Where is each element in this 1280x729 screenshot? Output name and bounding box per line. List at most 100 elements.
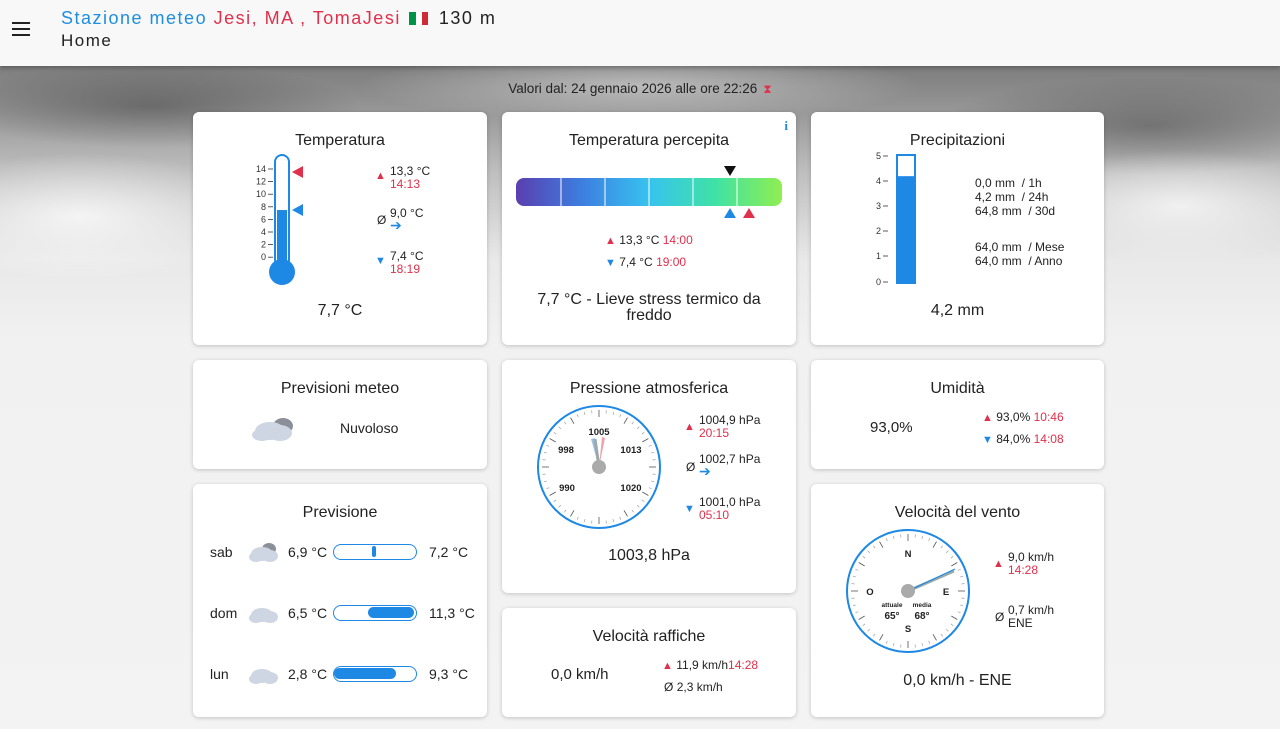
rain-recent: 0,0 mm / 1h 4,2 mm / 24h 64,8 mm / 30d <box>975 176 1055 218</box>
wind-avg-value: 0,7 km/h <box>1008 603 1055 617</box>
arrow-down-icon: ▼ <box>982 434 993 446</box>
avg-symbol: Ø <box>377 213 387 227</box>
hamburger-menu-icon[interactable] <box>12 22 30 36</box>
arrow-up-icon: ▲ <box>684 421 695 433</box>
scale-label: 10 <box>256 189 266 199</box>
card-previsioni-meteo[interactable]: Previsioni meteo Nuvoloso <box>193 360 487 469</box>
card-umidita[interactable]: Umidità 93,0% ▲ 93,0% 10:46 ▼ 84,0% 14:0… <box>811 360 1104 469</box>
cloud-icon <box>249 543 278 562</box>
forecast-range-bar <box>333 605 417 621</box>
avg-symbol: Ø <box>686 460 696 474</box>
rain-1h: 0,0 mm / 1h <box>975 176 1042 190</box>
gust-avg-value: 2,3 km/h <box>676 680 723 694</box>
scale-label: 2 <box>876 226 881 236</box>
cloud-icon <box>252 418 293 441</box>
card-title: Pressione atmosferica <box>569 380 729 397</box>
avg-label: media <box>913 602 932 609</box>
arrow-up-icon: ▲ <box>662 660 673 672</box>
scale-label: 14 <box>256 164 266 174</box>
dial-label: 1013 <box>620 445 641 456</box>
forecast-day: dom <box>210 605 238 621</box>
scale-label: 12 <box>256 177 266 187</box>
avg-symbol: Ø <box>995 610 1005 624</box>
cloud-icon <box>249 669 278 684</box>
card-raffiche[interactable]: Velocità raffiche 0,0 km/h ▲ 11,9 km/h14… <box>502 608 796 717</box>
avg-deg: 68° <box>914 611 929 622</box>
gust-current: 0,0 km/h <box>551 666 609 683</box>
wind-current: 0,0 km/h - ENE <box>903 672 1012 689</box>
actual-label: attuale <box>882 602 903 609</box>
card-temperatura[interactable]: Temperatura 14 12 10 8 6 4 2 0 ▲ 13,3 °C… <box>193 112 487 345</box>
scale-label: 4 <box>876 176 881 186</box>
perc-max: ▲ 13,3 °C 14:00 <box>605 234 693 248</box>
temp-max-value: 13,3 °C <box>390 164 431 178</box>
wind-max-time: 14:28 <box>1008 563 1039 577</box>
card-previsione[interactable]: Previsione sab 6,9 °C 7,2 °C dom 6,5 °C 1… <box>193 484 487 717</box>
station-title: Stazione meteo Jesi, MA , TomaJesi 130 m <box>61 8 496 29</box>
pres-avg-value: 1002,7 hPa <box>699 452 761 466</box>
forecast-day: sab <box>210 544 233 560</box>
max-marker-icon <box>743 208 755 218</box>
forecast-day: lun <box>210 666 229 682</box>
min-marker-icon <box>724 208 736 218</box>
min-marker-icon <box>292 204 303 216</box>
app-header: Stazione meteo Jesi, MA , TomaJesi 130 m… <box>0 0 1280 66</box>
gust-max: ▲ 11,9 km/h14:28 <box>662 659 758 673</box>
card-title: Temperatura <box>295 132 385 149</box>
dial-label: 990 <box>559 483 575 494</box>
card-vento[interactable]: Velocità del vento N O E S attuale media… <box>811 484 1104 717</box>
scale-label: 5 <box>876 151 881 161</box>
forecast-range-bar <box>333 544 417 560</box>
rain-month: 64,0 mm / Mese <box>975 240 1065 254</box>
forecast-max: 7,2 °C <box>429 544 469 560</box>
current-marker-icon <box>724 166 736 176</box>
perc-min-value: 7,4 °C <box>619 255 653 269</box>
arrow-down-icon: ▼ <box>375 255 386 267</box>
gust-max-time: 14:28 <box>728 658 759 672</box>
humidity-max: ▲ 93,0% 10:46 <box>982 411 1064 425</box>
station-label: Stazione meteo <box>61 8 208 28</box>
compass-south: S <box>905 624 911 635</box>
humidity-max-value: 93,0% <box>996 410 1031 424</box>
card-temperatura-percepita[interactable]: Temperatura percepita i ▲ 13,3 °C 14:00 … <box>502 112 796 345</box>
station-location: Jesi, MA , TomaJesi <box>213 8 401 28</box>
humidity-current: 93,0% <box>870 419 913 436</box>
humidity-min-time: 14:08 <box>1033 432 1064 446</box>
temp-min-time: 18:19 <box>390 262 421 276</box>
wind-max-value: 9,0 km/h <box>1008 550 1055 564</box>
temp-max-time: 14:13 <box>390 177 421 191</box>
last-update: Valori dal: 24 gennaio 2026 alle ore 22:… <box>0 81 1280 97</box>
arrow-up-icon: ▲ <box>982 412 993 424</box>
arrow-down-icon: ▼ <box>605 257 616 269</box>
forecast-min: 2,8 °C <box>288 666 328 682</box>
info-icon[interactable]: i <box>784 118 788 133</box>
card-precipitazioni[interactable]: Precipitazioni 5 4 3 2 1 0 0,0 mm / 1h 4… <box>811 112 1104 345</box>
scale-label: 2 <box>261 240 266 250</box>
wind-avg-dir: ENE <box>1008 616 1033 630</box>
card-title: Previsione <box>302 504 378 521</box>
card-title: Precipitazioni <box>909 132 1006 149</box>
dial-label: 1005 <box>588 427 610 438</box>
humidity-min-value: 84,0% <box>996 432 1031 446</box>
temp-min-value: 7,4 °C <box>390 249 424 263</box>
arrow-up-icon: ▲ <box>993 558 1004 570</box>
wind-compass: N O E S attuale media 65° 68° <box>846 529 970 653</box>
pres-max-value: 1004,9 hPa <box>699 413 761 427</box>
scale-label: 8 <box>261 202 266 212</box>
card-title: Temperatura percepita <box>568 132 730 149</box>
card-pressione[interactable]: Pressione atmosferica 1005 998 1013 990 … <box>502 360 796 593</box>
avg-symbol: Ø <box>664 680 674 694</box>
rain-30d: 64,8 mm / 30d <box>975 204 1056 218</box>
card-title: Velocità del vento <box>894 504 1021 521</box>
gust-max-value: 11,9 km/h <box>676 658 729 672</box>
rain-year: 64,0 mm / Anno <box>975 254 1063 268</box>
gust-avg: Ø 2,3 km/h <box>664 681 723 694</box>
humidity-min: ▼ 84,0% 14:08 <box>982 433 1064 447</box>
temp-current: 7,7 °C <box>317 302 363 319</box>
last-update-text: Valori dal: 24 gennaio 2026 alle ore 22:… <box>508 81 758 96</box>
cloud-icon <box>249 608 278 623</box>
dial-label: 1020 <box>620 483 641 494</box>
thermometer-icon: 14 12 10 8 6 4 2 0 <box>256 154 303 285</box>
forecast-max: 11,3 °C <box>429 605 475 621</box>
forecast-min: 6,9 °C <box>288 544 328 560</box>
